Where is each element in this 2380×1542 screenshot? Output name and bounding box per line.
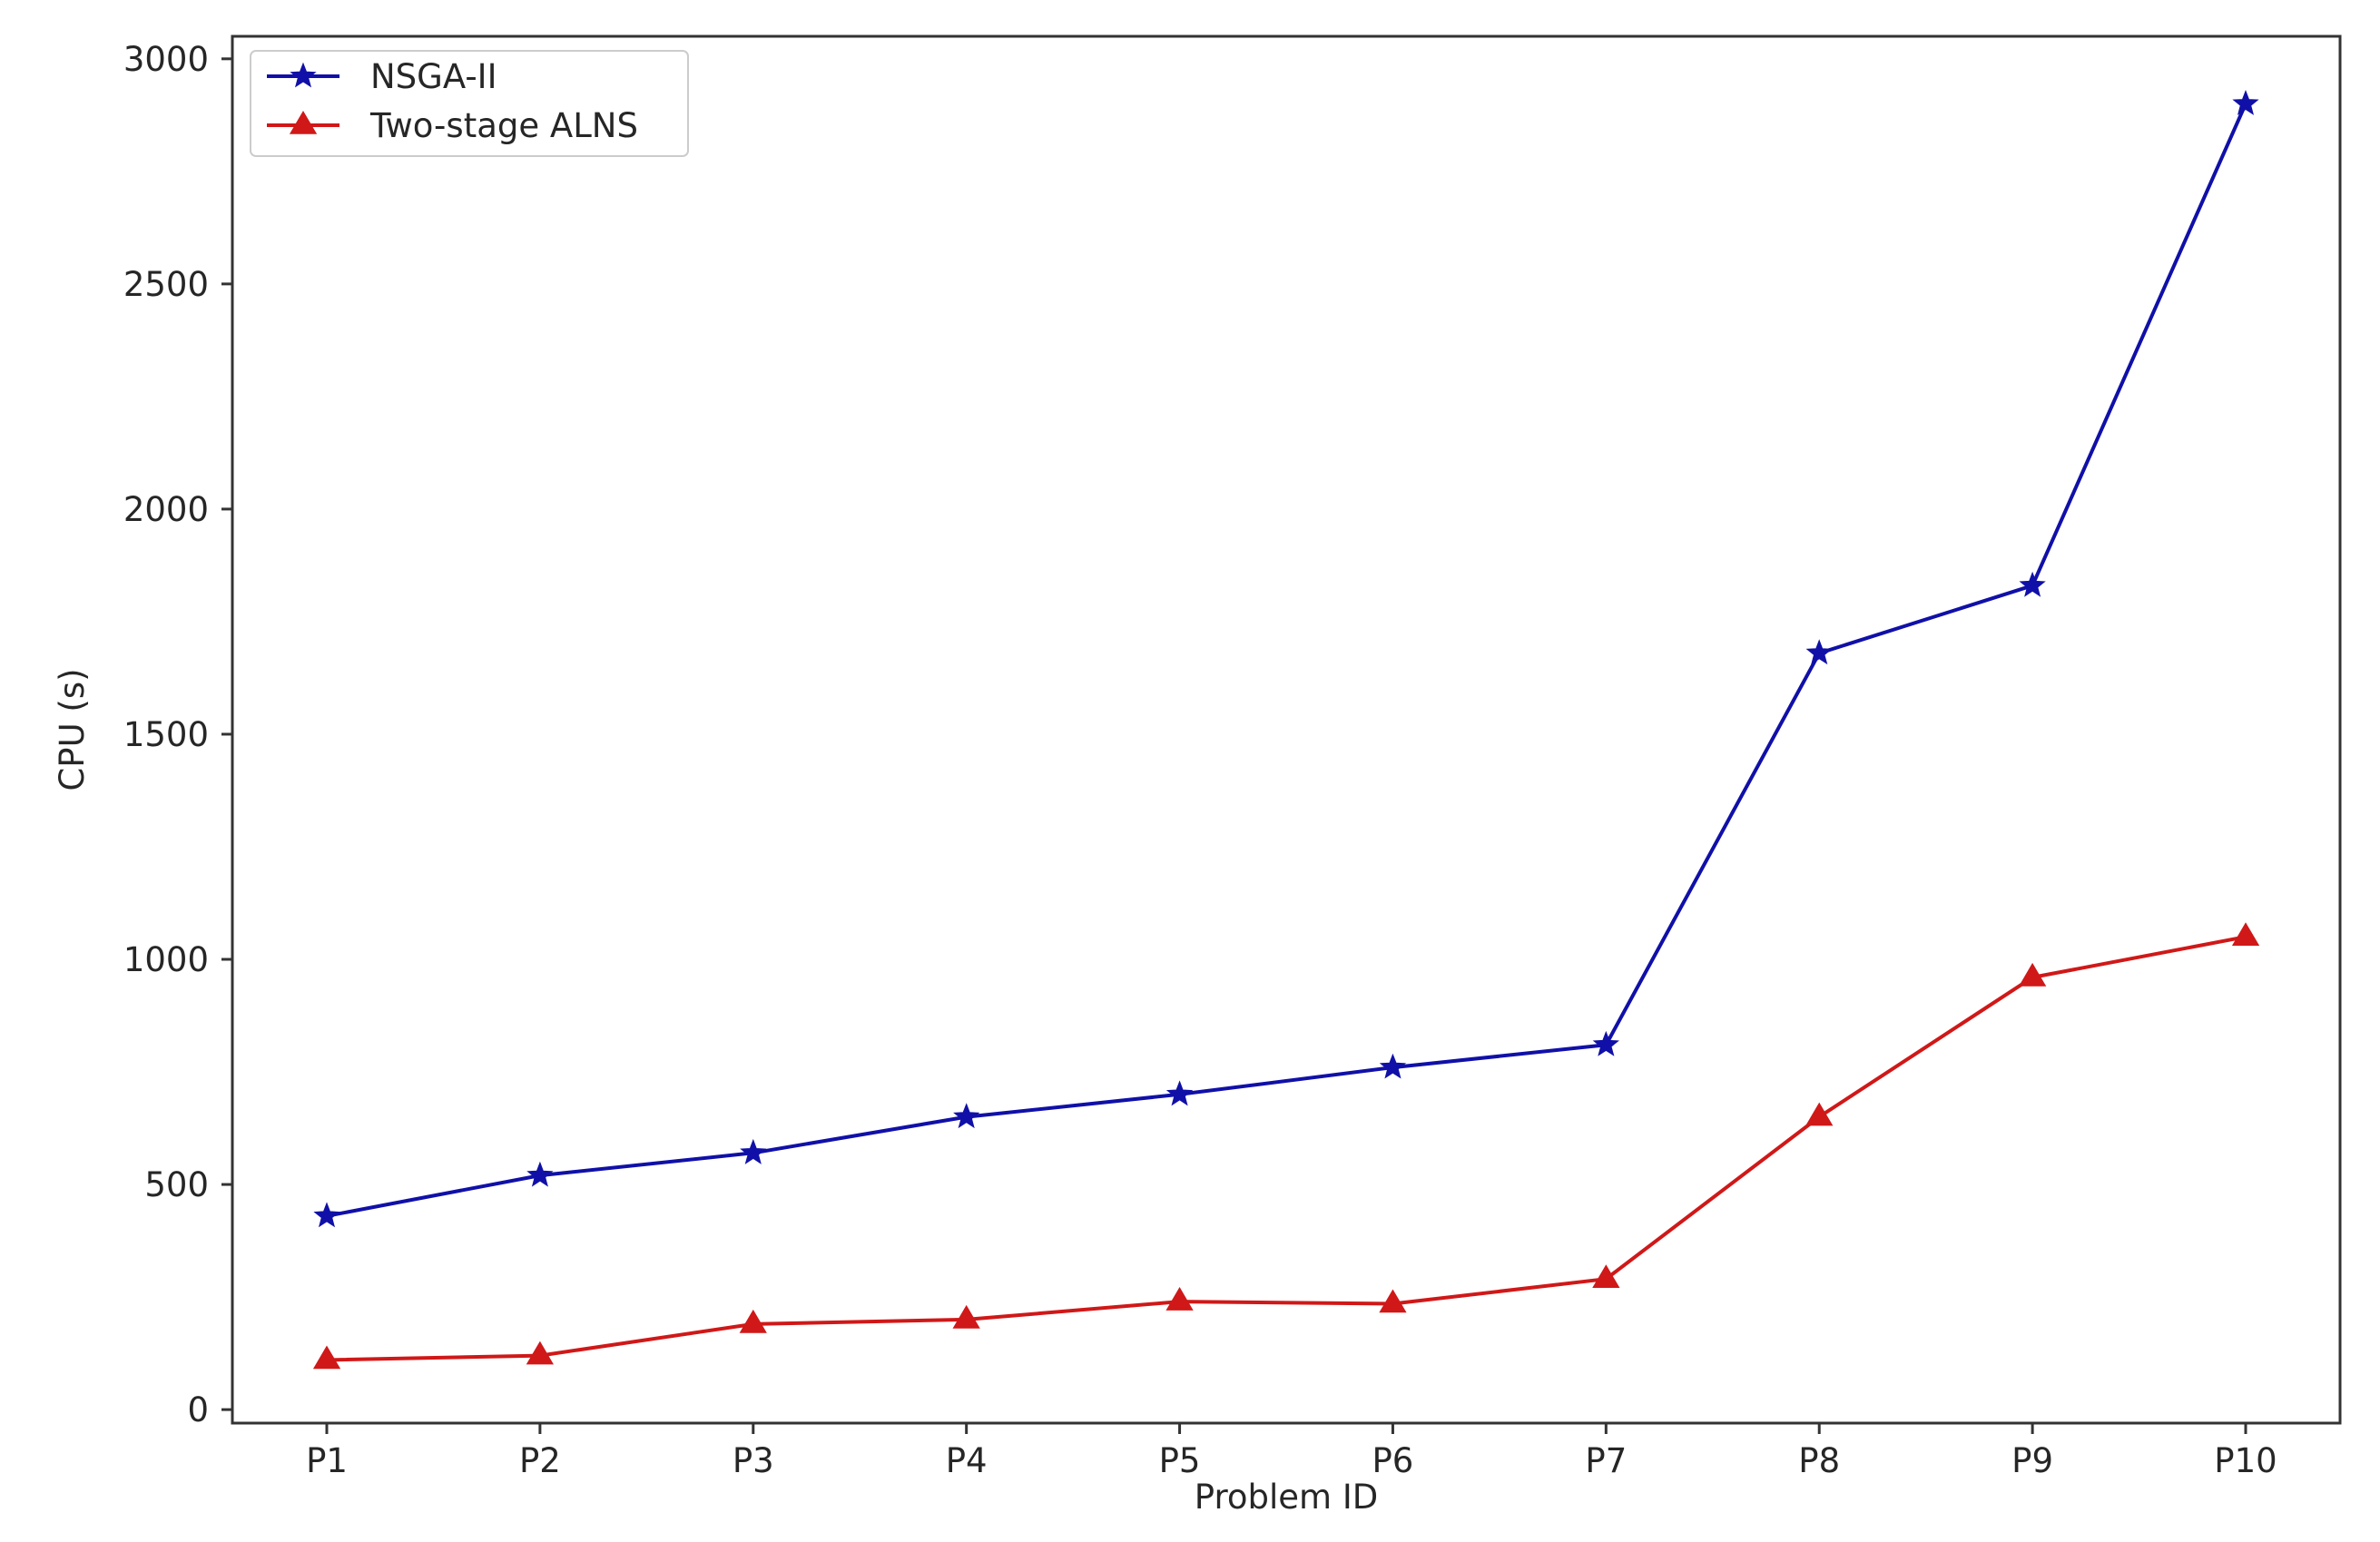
y-tick-label: 2500 bbox=[123, 265, 209, 304]
y-tick-label: 3000 bbox=[123, 40, 209, 79]
data-point bbox=[1165, 1287, 1194, 1311]
data-point bbox=[1379, 1289, 1407, 1313]
data-point bbox=[526, 1341, 554, 1365]
data-point bbox=[2019, 571, 2046, 597]
data-point bbox=[1379, 1053, 1407, 1079]
x-tick-label: P2 bbox=[519, 1441, 561, 1480]
x-tick-label: P6 bbox=[1372, 1441, 1414, 1480]
data-point bbox=[1805, 639, 1833, 665]
data-point bbox=[740, 1138, 767, 1164]
data-point bbox=[952, 1304, 980, 1329]
x-tick-label: P10 bbox=[2214, 1441, 2277, 1480]
y-axis-title: CPU (s) bbox=[53, 668, 92, 791]
data-point bbox=[2232, 89, 2259, 115]
data-point bbox=[739, 1309, 767, 1333]
series-2 bbox=[312, 922, 2260, 1370]
legend-box bbox=[250, 50, 689, 157]
x-tick-label: P3 bbox=[733, 1441, 774, 1480]
series-line bbox=[326, 103, 2247, 1218]
x-axis-title: Problem ID bbox=[1195, 1478, 1378, 1517]
y-tick-label: 2000 bbox=[123, 490, 209, 529]
data-point bbox=[953, 1103, 980, 1129]
data-point bbox=[526, 1161, 554, 1187]
x-tick-label: P7 bbox=[1585, 1441, 1627, 1480]
data-point bbox=[1592, 1030, 1619, 1056]
legend: NSGA-II Two-stage ALNS bbox=[250, 50, 689, 157]
y-tick-label: 500 bbox=[144, 1165, 209, 1204]
x-tick-label: P8 bbox=[1798, 1441, 1840, 1480]
legend-label: NSGA-II bbox=[370, 57, 497, 96]
data-point bbox=[312, 1345, 341, 1370]
series-line bbox=[326, 935, 2247, 1362]
x-tick-label: P9 bbox=[2011, 1441, 2053, 1480]
plot-frame bbox=[231, 34, 2342, 1425]
series-layer bbox=[312, 89, 2260, 1370]
legend-marker bbox=[289, 111, 318, 134]
x-tick-label: P1 bbox=[306, 1441, 348, 1480]
data-point bbox=[2019, 962, 2047, 987]
axis-ticks: P1 P2 P3 P4 P5 P6 P7 P8 P9 P10 0 500 1000 1500 2000 250… bbox=[123, 40, 2277, 1480]
y-tick-label: 1500 bbox=[123, 715, 209, 754]
y-tick-label: 0 bbox=[187, 1390, 209, 1429]
data-point bbox=[2231, 922, 2260, 946]
data-point bbox=[1165, 1080, 1194, 1106]
data-point bbox=[313, 1202, 340, 1228]
x-tick-label: P5 bbox=[1159, 1441, 1201, 1480]
x-tick-label: P4 bbox=[946, 1441, 988, 1480]
series-1 bbox=[313, 89, 2259, 1228]
legend-marker bbox=[290, 62, 317, 88]
data-point bbox=[1592, 1264, 1620, 1288]
y-tick-label: 1000 bbox=[123, 940, 209, 979]
data-point bbox=[1805, 1102, 1834, 1126]
legend-label: Two-stage ALNS bbox=[369, 106, 638, 145]
